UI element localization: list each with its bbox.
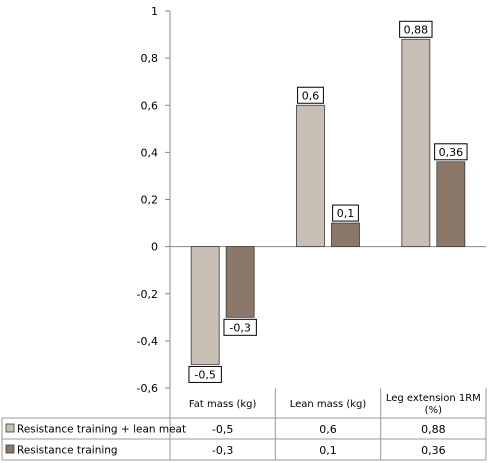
- bar-lean-meat-2: [401, 38, 431, 248]
- data-label: 0,1: [337, 207, 355, 220]
- legend-label: Resistance training + lean meat: [17, 424, 186, 436]
- data-label: -0,3: [229, 321, 250, 334]
- table-cell-value: 0,36: [421, 444, 446, 457]
- legend-label: Resistance training: [17, 445, 118, 457]
- category-label: Leg extension 1RM (%): [386, 393, 481, 416]
- category-label: Lean mass (kg): [290, 399, 367, 410]
- y-tick-label: 0,4: [141, 146, 159, 159]
- data-label-box: [297, 86, 324, 104]
- data-label-box: [223, 318, 257, 336]
- y-tick-label: 0,6: [141, 99, 159, 112]
- legend-swatch: [5, 423, 15, 433]
- legend-swatch: [5, 444, 15, 454]
- bar-resistance-1: [331, 222, 360, 248]
- bar-lean-meat-0: [190, 246, 220, 365]
- table-cell-value: 0,6: [319, 423, 337, 436]
- table-cell-value: 0,1: [319, 444, 337, 457]
- category-label: Fat mass (kg): [189, 399, 257, 410]
- y-tick-label: -0,6: [137, 382, 158, 395]
- bar-resistance-0: [225, 246, 255, 318]
- y-tick-label: 0,8: [141, 52, 159, 65]
- y-tick-label: -0,4: [137, 335, 158, 348]
- data-label: 0,88: [404, 23, 429, 36]
- table-cell-value: 0,88: [421, 423, 446, 436]
- data-label: 0,6: [302, 89, 320, 102]
- table-cell-value: -0,5: [212, 423, 233, 436]
- data-label-box: [399, 20, 433, 38]
- y-tick-label: 1: [151, 5, 158, 18]
- data-label-box: [332, 204, 359, 222]
- bar-lean-meat-1: [296, 104, 325, 248]
- data-label-box: [434, 143, 468, 161]
- data-label: -0,5: [194, 368, 215, 381]
- data-label-box: [188, 365, 222, 383]
- bar-resistance-2: [436, 161, 466, 248]
- table-cell-value: -0,3: [212, 444, 233, 457]
- y-tick-label: -0,2: [137, 288, 158, 301]
- data-label: 0,36: [439, 146, 464, 159]
- y-tick-label: 0,2: [141, 194, 159, 207]
- y-tick-label: 0: [151, 241, 158, 254]
